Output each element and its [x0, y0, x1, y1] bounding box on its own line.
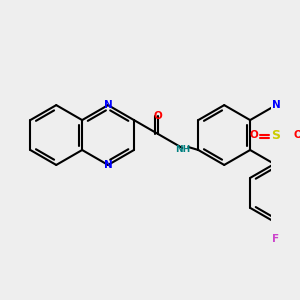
Text: N: N: [272, 100, 280, 110]
Text: O: O: [250, 130, 259, 140]
Text: O: O: [154, 111, 163, 121]
Text: F: F: [272, 234, 280, 244]
Text: O: O: [294, 130, 300, 140]
Text: N: N: [104, 160, 112, 170]
Text: N: N: [104, 100, 112, 110]
Text: S: S: [272, 128, 280, 142]
Text: NH: NH: [175, 145, 190, 154]
